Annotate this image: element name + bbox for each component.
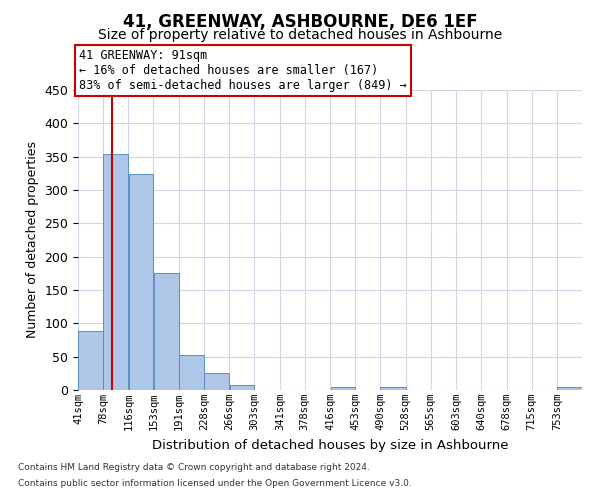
Bar bbox=[557, 388, 582, 390]
Y-axis label: Number of detached properties: Number of detached properties bbox=[26, 142, 39, 338]
Text: Contains HM Land Registry data © Crown copyright and database right 2024.: Contains HM Land Registry data © Crown c… bbox=[18, 464, 370, 472]
Bar bbox=[154, 274, 179, 390]
Bar bbox=[78, 332, 103, 390]
Text: Contains public sector information licensed under the Open Government Licence v3: Contains public sector information licen… bbox=[18, 478, 412, 488]
Bar bbox=[128, 174, 153, 390]
Bar bbox=[179, 354, 203, 390]
Bar bbox=[230, 384, 254, 390]
X-axis label: Distribution of detached houses by size in Ashbourne: Distribution of detached houses by size … bbox=[152, 438, 508, 452]
Text: 41 GREENWAY: 91sqm
← 16% of detached houses are smaller (167)
83% of semi-detach: 41 GREENWAY: 91sqm ← 16% of detached hou… bbox=[79, 49, 406, 92]
Bar bbox=[204, 374, 229, 390]
Bar bbox=[331, 388, 355, 390]
Bar bbox=[380, 386, 406, 390]
Bar bbox=[103, 154, 128, 390]
Text: Size of property relative to detached houses in Ashbourne: Size of property relative to detached ho… bbox=[98, 28, 502, 42]
Text: 41, GREENWAY, ASHBOURNE, DE6 1EF: 41, GREENWAY, ASHBOURNE, DE6 1EF bbox=[122, 12, 478, 30]
